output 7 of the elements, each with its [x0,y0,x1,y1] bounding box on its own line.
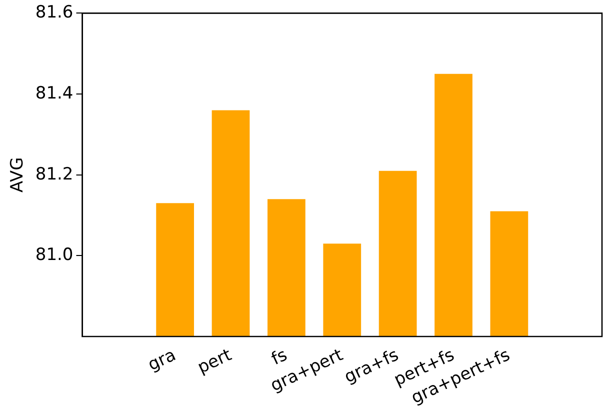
y-axis-title: AVG [8,157,28,193]
x-tick-label: pert [194,345,236,378]
y-tick-label: 81.2 [35,164,74,184]
y-tick-label: 81.4 [35,83,74,104]
y-tick-label: 81.6 [35,2,74,23]
y-tick-label: 81.0 [35,245,74,266]
x-tick-label: gra [145,345,180,376]
